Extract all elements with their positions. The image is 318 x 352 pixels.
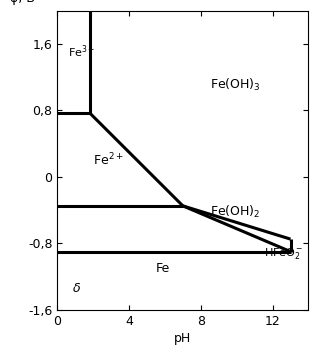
Text: Fe: Fe xyxy=(156,262,170,275)
Text: Fe$^{2+}$: Fe$^{2+}$ xyxy=(93,152,124,169)
Text: $\delta$: $\delta$ xyxy=(72,283,81,295)
Text: Fe$^{3+}$: Fe$^{3+}$ xyxy=(68,44,95,61)
Text: HFeO$_2^-$: HFeO$_2^-$ xyxy=(264,246,303,261)
Y-axis label: φ, В: φ, В xyxy=(10,0,35,5)
Text: Fe(OH)$_3$: Fe(OH)$_3$ xyxy=(210,77,261,93)
X-axis label: pH: pH xyxy=(174,332,191,345)
Text: Fe(OH)$_2$: Fe(OH)$_2$ xyxy=(210,204,260,220)
